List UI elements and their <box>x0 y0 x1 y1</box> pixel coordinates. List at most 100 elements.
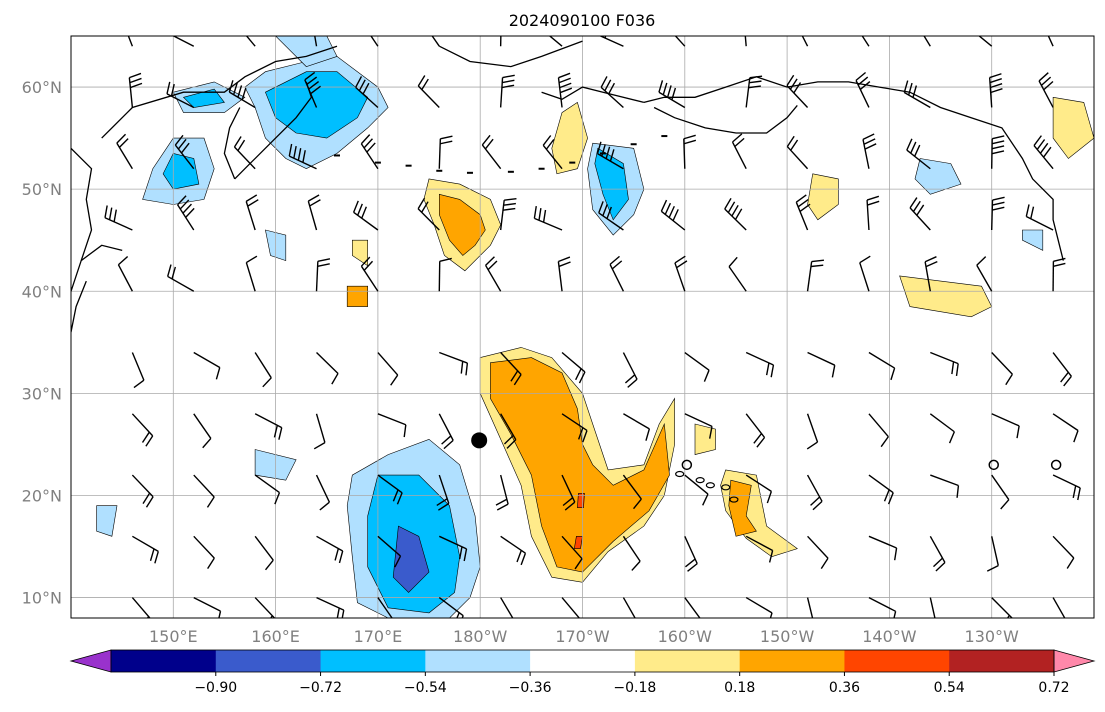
colorbar-extend-high <box>1053 649 1096 673</box>
wind-barb <box>481 134 502 170</box>
wind-barb <box>254 535 274 571</box>
wind-barb <box>806 597 814 618</box>
lat-tick-label: 60°N <box>22 78 62 97</box>
wind-barb <box>245 194 259 231</box>
wind-barb <box>991 413 1020 439</box>
wind-barb <box>176 195 195 231</box>
wind-barb <box>976 256 993 292</box>
wind-barb <box>745 413 766 448</box>
island <box>374 161 381 164</box>
wind-barb <box>1025 204 1054 231</box>
region-pos-northeast-gulf <box>807 173 839 221</box>
wind-barb <box>360 134 379 170</box>
wind-barb <box>622 597 636 618</box>
colorbar-tick-label: −0.72 <box>299 680 342 696</box>
wind-barb <box>1038 72 1054 108</box>
coastline <box>71 147 93 261</box>
island <box>675 470 685 478</box>
coastline <box>439 40 583 68</box>
wind-barb <box>991 474 1010 510</box>
colorbar <box>69 649 1096 673</box>
wind-barb <box>930 351 959 377</box>
colorbar-extend-low <box>69 649 112 673</box>
wind-barbs <box>104 36 1081 618</box>
wind-barb <box>245 36 256 47</box>
colorbar-tick-label: −0.54 <box>404 680 447 696</box>
wind-barb <box>1047 36 1054 47</box>
wind-barb <box>806 259 825 292</box>
wind-barb <box>316 352 339 385</box>
wind-barb <box>439 351 469 376</box>
wind-barb <box>127 36 134 47</box>
lon-tick-label: 150°E <box>149 627 198 646</box>
wind-barb <box>806 474 823 511</box>
lon-tick-label: 180°W <box>453 627 508 646</box>
colorbar-bin <box>844 650 950 672</box>
wind-barb <box>500 413 517 449</box>
island <box>538 167 545 170</box>
island <box>333 154 340 157</box>
coastline <box>71 280 87 333</box>
lon-tick-label: 140°W <box>862 627 917 646</box>
plot-frame <box>70 35 1095 619</box>
region-pos-alaska-east <box>1052 96 1094 159</box>
wind-barb <box>596 141 624 170</box>
colorbar-bin <box>215 650 322 672</box>
island <box>721 484 731 491</box>
wind-barb <box>923 36 931 47</box>
wind-barb <box>254 474 281 505</box>
wind-barb <box>499 74 515 108</box>
wind-barb <box>978 36 993 47</box>
lon-tick-label: 160°W <box>658 627 713 646</box>
wind-barb <box>438 135 453 169</box>
region-neg-top-strip <box>275 36 338 67</box>
shaded-regions <box>96 36 1094 618</box>
wind-barb <box>172 36 195 47</box>
region-pos-tropical-core <box>490 357 670 573</box>
markers <box>471 432 1062 471</box>
wind-barb <box>745 535 774 563</box>
region-pos-gulf-west <box>694 423 716 455</box>
island <box>630 143 637 146</box>
wind-barb <box>801 36 809 47</box>
wind-barb <box>315 258 331 292</box>
wind-barb <box>658 80 686 109</box>
wind-barb <box>438 257 452 292</box>
region-pos-mid-orange <box>346 285 368 307</box>
wind-barb <box>1052 474 1081 501</box>
wind-barb <box>166 81 195 109</box>
wind-barb <box>484 256 502 292</box>
wind-barb <box>307 194 321 231</box>
wind-barb <box>674 255 688 292</box>
region-pos-tropical-red-b <box>573 536 583 549</box>
wind-barb <box>500 597 514 618</box>
wind-barb <box>929 597 936 618</box>
wind-barb <box>193 351 221 380</box>
wind-barb <box>786 135 809 170</box>
wind-barb <box>254 352 272 388</box>
wind-barb <box>903 80 931 109</box>
wind-barb <box>193 413 212 449</box>
wind-barb <box>855 71 871 108</box>
wind-barb <box>131 352 145 389</box>
lat-tick-label: 30°N <box>22 384 62 403</box>
region-neg-bering-kamchatka-core <box>265 71 369 139</box>
wind-barb <box>193 474 215 508</box>
colorbar-bin <box>111 650 217 672</box>
wind-barb <box>370 36 379 47</box>
colorbar-bin <box>320 650 426 672</box>
wind-barb <box>600 76 624 108</box>
wind-barb <box>622 352 638 388</box>
lon-tick-label: 170°W <box>555 627 610 646</box>
wind-barb <box>684 413 713 439</box>
island <box>436 169 443 172</box>
wind-barb <box>598 201 624 231</box>
wind-barb <box>117 255 133 292</box>
lat-tick-label: 10°N <box>22 589 62 608</box>
wind-barb <box>786 74 809 108</box>
wind-barb <box>622 535 641 571</box>
region-neg-tropical-deep <box>392 525 430 593</box>
wind-barb <box>929 535 946 572</box>
colorbar-tick-label: −0.36 <box>509 680 552 696</box>
wind-barb <box>924 256 938 292</box>
